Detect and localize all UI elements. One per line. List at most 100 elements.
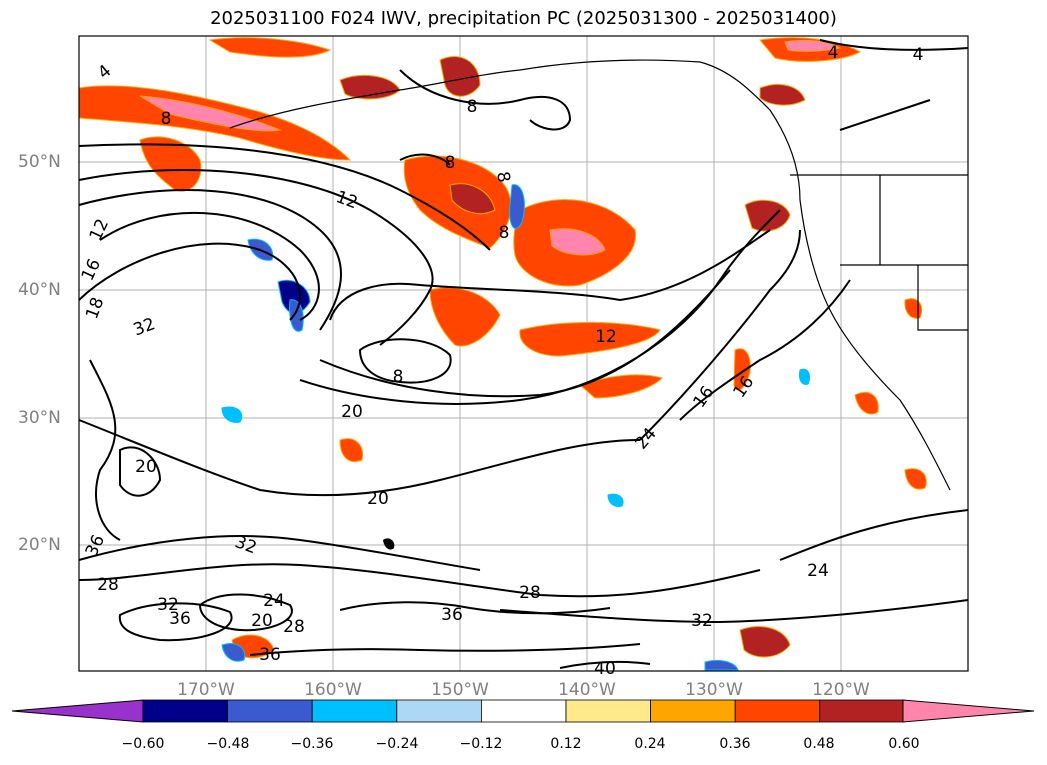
lon-label-120w: 120°W: [812, 680, 870, 700]
lat-label-30n: 30°N: [18, 408, 61, 428]
colorbar-segment: [311, 699, 398, 723]
colorbar-tick: −0.36: [290, 736, 334, 752]
precip-patch-east-1: [854, 391, 879, 415]
precip-band-gulf-core: [139, 95, 282, 132]
iwv-contour-ne-4b: [839, 99, 931, 131]
iwv-contour-8-north: [78, 143, 491, 251]
precip-patch-north: [208, 37, 332, 58]
contour-label: 8: [467, 97, 478, 117]
iwv-contour-28: [78, 563, 761, 598]
contour-label: 24: [807, 561, 829, 581]
precip-patch-center-5: [579, 374, 663, 399]
colorbar-segment: [142, 699, 228, 723]
precip-neg-mid: [607, 493, 624, 507]
precip-patch-east-3: [904, 468, 927, 490]
hawaii-islands: [383, 538, 395, 550]
colorbar: [11, 699, 1035, 723]
contour-label: 18: [82, 295, 108, 322]
colorbar-segment: [650, 699, 736, 723]
precip-neg-south: [221, 643, 246, 662]
colorbar-tick: 0.60: [888, 736, 920, 752]
iwv-contour-20-south: [78, 419, 641, 497]
iwv-contour-ne-4: [819, 39, 969, 51]
colorbar-segment: [227, 699, 313, 723]
lat-label-20n: 20°N: [18, 535, 61, 555]
contour-label: 32: [131, 314, 158, 340]
contour-label: 8: [445, 153, 456, 173]
contour-label: 8: [393, 367, 404, 387]
contour-label: 20: [251, 611, 273, 631]
lon-label-140w: 140°W: [558, 680, 616, 700]
colorbar-tick: 0.24: [634, 736, 666, 752]
iwv-contour-36: [339, 601, 611, 615]
precip-patch-center-1-core: [449, 183, 496, 215]
contour-label: 32: [691, 611, 713, 631]
precip-neg-east: [799, 368, 811, 385]
contour-label: 28: [283, 617, 305, 637]
precip-patch-bc: [759, 84, 806, 106]
iwv-contours: [78, 39, 969, 669]
iwv-contour-24: [639, 229, 801, 441]
colorbar-tick: −0.60: [121, 736, 165, 752]
colorbar-max-arrow: [902, 699, 1035, 723]
contour-label: 20: [135, 457, 157, 477]
precip-neg-west-2-halo: [289, 299, 304, 332]
precip-patch-south-2: [739, 626, 791, 658]
map-frame: [78, 35, 969, 672]
colorbar-tick: −0.12: [459, 736, 503, 752]
precip-patch-center-2-core: [549, 228, 606, 256]
contour-label: 12: [86, 216, 113, 244]
colorbar-segment: [734, 699, 821, 723]
precip-neg-south-2: [704, 659, 739, 671]
contour-label: 36: [169, 609, 191, 629]
contour-label: 20: [367, 489, 389, 509]
iwv-contour-gulf-8: [399, 153, 451, 166]
precip-patch-ne-core: [784, 39, 842, 52]
iwv-contour-loop-sw: [198, 593, 293, 632]
contour-label: 8: [161, 109, 172, 129]
coastline-westcoast: [799, 199, 951, 491]
iwv-contour-inner-1: [99, 211, 320, 321]
precip-neg-west-2: [277, 279, 311, 314]
iwv-contour-36-south: [249, 643, 641, 656]
iwv-contour-west-s: [89, 359, 121, 541]
precip-patch-mid-north: [439, 55, 481, 97]
iwv-contour-8-closed: [358, 338, 452, 384]
precip-patch-south-3: [339, 438, 364, 463]
contour-label: 40: [594, 659, 616, 679]
contour-label: 4: [913, 45, 924, 65]
contour-label: 16: [78, 256, 105, 284]
border-states-3: [917, 265, 968, 331]
contour-labels: 4 4 4 8 8 8 8 8 8 12 12 12 16 16 16 18 2…: [78, 43, 924, 679]
lon-label-130w: 130°W: [685, 680, 743, 700]
colorbar-tick: 0.12: [550, 736, 582, 752]
contour-label: 36: [441, 605, 463, 625]
colorbar-segment: [396, 699, 482, 723]
contour-label: 24: [263, 591, 285, 611]
iwv-contour-40: [559, 660, 651, 669]
precip-patch-east-2: [904, 298, 923, 319]
iwv-contour-12-arc: [329, 229, 771, 321]
colorbar-segment: [819, 699, 905, 723]
colorbar-tick: 0.48: [803, 736, 835, 752]
coastlines: [229, 59, 968, 491]
contour-label: 32: [157, 595, 179, 615]
contour-label: 12: [333, 187, 360, 213]
colorbar-tick: −0.48: [206, 736, 250, 752]
colorbar-segment: [480, 699, 567, 723]
lon-label-150w: 150°W: [431, 680, 489, 700]
precip-patch-coast-2: [733, 348, 751, 391]
iwv-contour-inner-2: [78, 242, 301, 321]
contour-label: 4: [828, 43, 839, 63]
iwv-contour-north-8: [399, 69, 572, 131]
contour-label: 4: [94, 61, 115, 83]
iwv-contour-loop-sw2: [118, 602, 233, 642]
contour-label: 8: [492, 170, 514, 184]
coastline-alaska: [229, 59, 801, 201]
iwv-contour-16-arc: [319, 269, 731, 398]
lon-label-170w: 170°W: [177, 680, 235, 700]
lat-label-40n: 40°N: [18, 280, 61, 300]
iwv-contour-32-south: [499, 599, 969, 624]
iwv-contour-west-loop: [119, 446, 162, 497]
iwv-contour-32: [78, 535, 481, 571]
